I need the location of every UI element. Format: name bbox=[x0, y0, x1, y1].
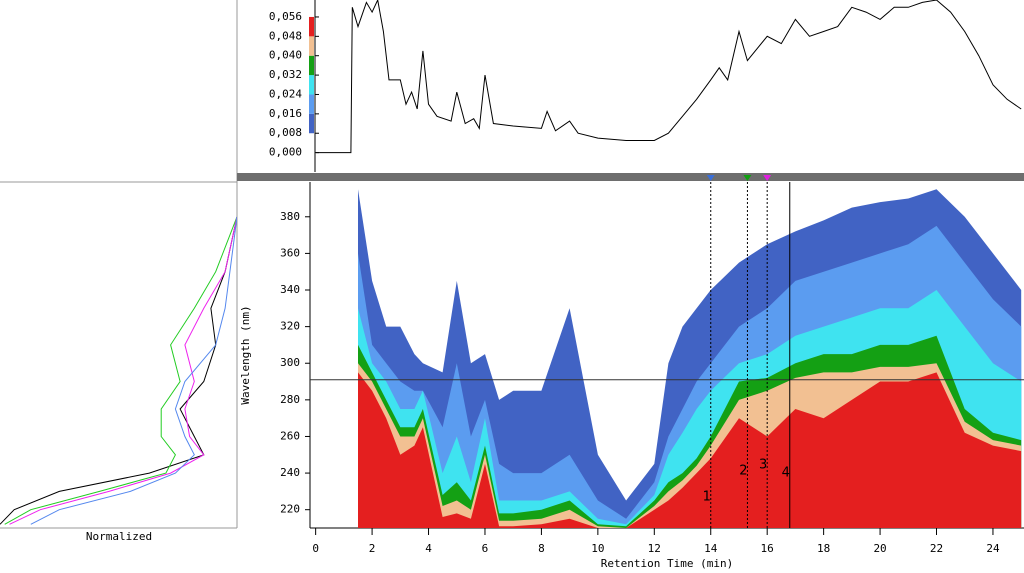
spectrum-line bbox=[9, 216, 237, 525]
marker-bar bbox=[237, 173, 1024, 181]
y-tick-label: 0,056 bbox=[269, 10, 302, 23]
y-tick-label: 0,032 bbox=[269, 68, 302, 81]
colorbar-swatch bbox=[309, 113, 314, 134]
colorbar-swatch bbox=[309, 55, 314, 76]
x-tick-label: 14 bbox=[704, 542, 718, 555]
y-axis-label: Wavelength (nm) bbox=[239, 305, 252, 404]
x-tick-label: 12 bbox=[648, 542, 661, 555]
plot-area bbox=[0, 216, 237, 525]
x-tick-label: 16 bbox=[761, 542, 774, 555]
marker-label: 4 bbox=[782, 466, 790, 481]
x-axis-label: Normalized bbox=[86, 530, 152, 543]
y-tick-label: 0,024 bbox=[269, 87, 302, 100]
spectrum-line bbox=[4, 216, 237, 525]
y-tick-label: 0,048 bbox=[269, 29, 302, 42]
y-tick-label: 320 bbox=[280, 320, 300, 333]
marker-label: 1 bbox=[703, 490, 711, 505]
plot-area bbox=[358, 189, 1022, 528]
plot-area bbox=[316, 0, 1022, 154]
y-tick-label: 0,040 bbox=[269, 49, 302, 62]
marker-label: 2 bbox=[739, 464, 747, 479]
contour-band bbox=[358, 372, 1022, 528]
marker-triangle bbox=[763, 175, 772, 181]
y-tick-label: 360 bbox=[280, 246, 300, 259]
y-tick-label: 240 bbox=[280, 466, 300, 479]
colorbar-swatch bbox=[309, 75, 314, 95]
marker-triangle bbox=[743, 175, 752, 181]
colorbar-swatch bbox=[309, 36, 314, 56]
marker-label: 3 bbox=[759, 458, 767, 473]
y-tick-label: 260 bbox=[280, 429, 300, 442]
x-tick-label: 24 bbox=[986, 542, 1000, 555]
y-tick-label: 0,008 bbox=[269, 126, 302, 139]
x-tick-label: 18 bbox=[817, 542, 830, 555]
chromatogram-line bbox=[316, 0, 1022, 154]
y-tick-label: 220 bbox=[280, 503, 300, 516]
y-tick-label: 280 bbox=[280, 393, 300, 406]
x-tick-label: 2 bbox=[369, 542, 376, 555]
y-tick-label: 380 bbox=[280, 210, 300, 223]
x-tick-label: 10 bbox=[591, 542, 604, 555]
spectrum-line bbox=[30, 216, 237, 525]
y-tick-label: 0,016 bbox=[269, 107, 302, 120]
x-tick-label: 22 bbox=[930, 542, 943, 555]
x-axis-label: Retention Time (min) bbox=[601, 557, 733, 570]
y-tick-label: 340 bbox=[280, 283, 300, 296]
colorbar-swatch bbox=[309, 16, 314, 37]
marker-triangle bbox=[706, 175, 715, 181]
x-tick-label: 6 bbox=[482, 542, 489, 555]
y-tick-label: 0,000 bbox=[269, 146, 302, 159]
x-tick-label: 20 bbox=[873, 542, 886, 555]
colorbar-swatch bbox=[309, 94, 314, 114]
y-tick-label: 300 bbox=[280, 356, 300, 369]
x-tick-label: 4 bbox=[425, 542, 432, 555]
x-tick-label: 8 bbox=[538, 542, 545, 555]
x-tick-label: 0 bbox=[312, 542, 319, 555]
